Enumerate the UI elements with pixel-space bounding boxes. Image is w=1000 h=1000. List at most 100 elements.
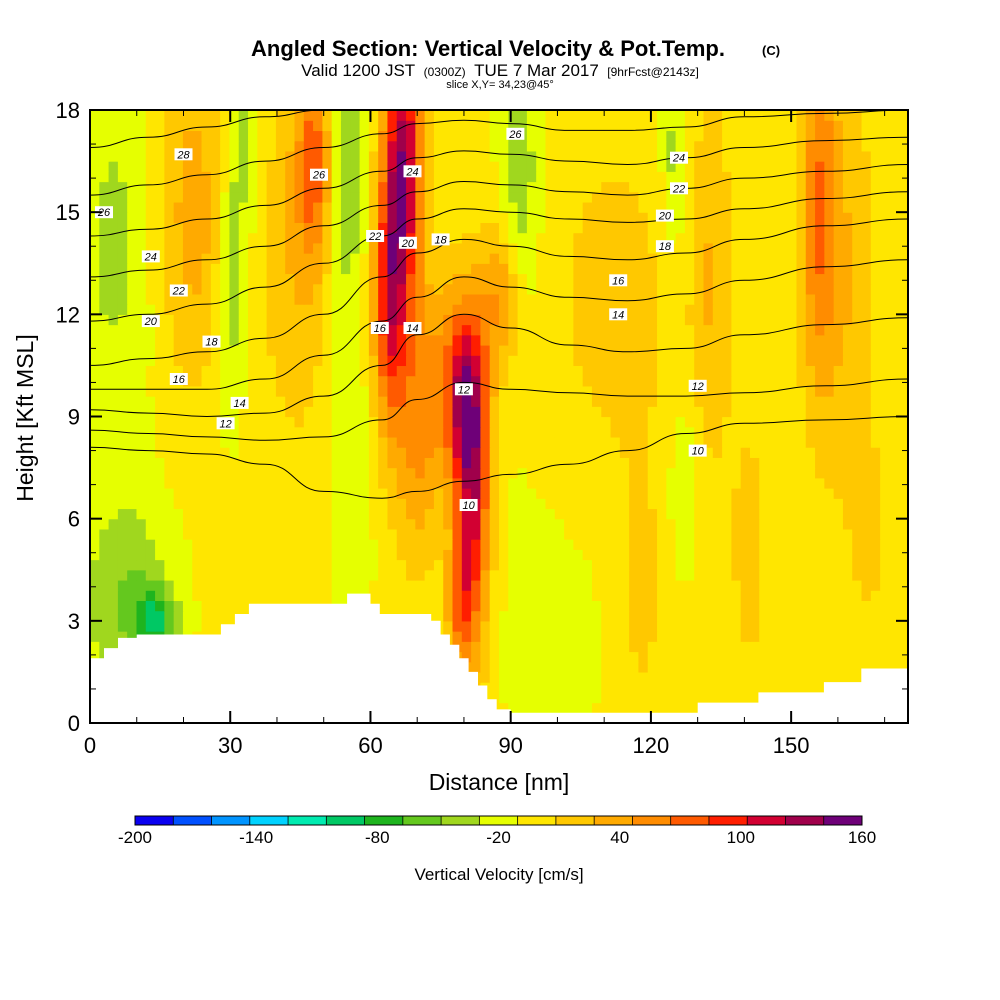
velocity-cell [117,263,128,275]
velocity-cell [694,528,705,540]
velocity-cell [210,447,221,458]
velocity-cell [145,447,156,458]
velocity-cell [554,283,565,295]
velocity-cell [461,488,472,499]
velocity-cell [842,549,853,561]
velocity-cell [322,477,333,489]
velocity-cell [275,304,286,315]
velocity-cell [722,304,732,315]
velocity-cell [582,242,593,254]
velocity-cell [703,293,714,305]
velocity-cell [489,181,500,193]
velocity-cell [331,508,342,520]
velocity-cell [591,610,602,622]
velocity-cell [331,467,342,479]
velocity-cell [443,212,454,223]
velocity-cell [545,508,556,520]
velocity-cell [266,161,277,172]
velocity-cell [471,171,482,183]
velocity-cell [657,539,667,550]
velocity-cell [248,467,258,479]
velocity-cell [824,396,835,407]
velocity-cell [275,273,286,285]
velocity-cell [666,273,677,285]
velocity-cell [136,447,147,458]
velocity-cell [842,201,853,213]
velocity-cell [220,232,231,244]
velocity-cell [433,457,444,469]
velocity-cell [833,334,844,346]
velocity-cell [499,610,509,622]
velocity-cell [201,140,212,152]
velocity-cell [768,610,779,622]
velocity-cell [387,263,398,275]
velocity-cell [220,559,231,571]
velocity-cell [703,385,714,397]
velocity-cell [313,263,323,275]
velocity-cell [517,140,528,152]
velocity-cell [647,692,658,704]
velocity-cell [257,488,268,499]
velocity-cell [684,436,695,448]
velocity-cell [703,324,714,336]
velocity-cell [90,600,100,612]
velocity-cell [229,436,240,448]
velocity-cell [749,161,760,172]
velocity-cell [220,600,231,612]
velocity-cell [591,334,602,346]
velocity-cell [378,406,389,418]
velocity-cell [201,590,212,601]
velocity-cell [266,150,277,162]
velocity-cell [210,344,221,356]
velocity-cell [322,344,333,356]
velocity-cell [145,498,156,510]
velocity-cell [880,150,891,162]
velocity-cell [145,477,156,489]
velocity-cell [164,283,175,295]
velocity-cell [331,171,342,183]
velocity-cell [90,375,100,387]
velocity-cell [787,508,798,520]
velocity-cell [684,457,695,469]
velocity-cell [703,365,714,377]
velocity-cell [852,579,863,591]
velocity-cell [90,620,100,632]
velocity-cell [768,263,779,275]
velocity-cell [443,467,454,479]
velocity-cell [313,498,323,510]
velocity-cell [657,436,667,448]
velocity-cell [489,355,500,367]
velocity-cell [582,702,593,714]
velocity-cell [731,324,742,336]
velocity-cell [629,375,640,387]
velocity-cell [815,661,825,673]
velocity-cell [201,528,212,540]
velocity-cell [815,150,825,162]
velocity-cell [638,273,649,285]
velocity-cell [229,549,240,561]
velocity-cell [870,436,881,448]
velocity-cell [406,314,416,326]
velocity-cell [294,263,305,275]
velocity-cell [647,396,658,407]
velocity-cell [731,549,742,561]
velocity-cell [108,212,119,223]
velocity-cell [815,457,825,469]
velocity-cell [833,293,844,305]
velocity-cell [657,181,667,193]
velocity-cell [136,426,147,438]
velocity-cell [722,579,732,591]
velocity-cell [201,610,212,622]
velocity-cell [508,488,519,499]
velocity-cell [824,171,835,183]
velocity-cell [229,508,240,520]
velocity-cell [573,528,584,540]
velocity-cell [136,232,147,244]
velocity-cell [657,304,667,315]
velocity-cell [536,559,547,571]
velocity-cell [452,283,463,295]
velocity-cell [554,508,565,520]
velocity-cell [582,610,593,622]
velocity-cell [861,304,872,315]
velocity-cell [684,682,695,693]
